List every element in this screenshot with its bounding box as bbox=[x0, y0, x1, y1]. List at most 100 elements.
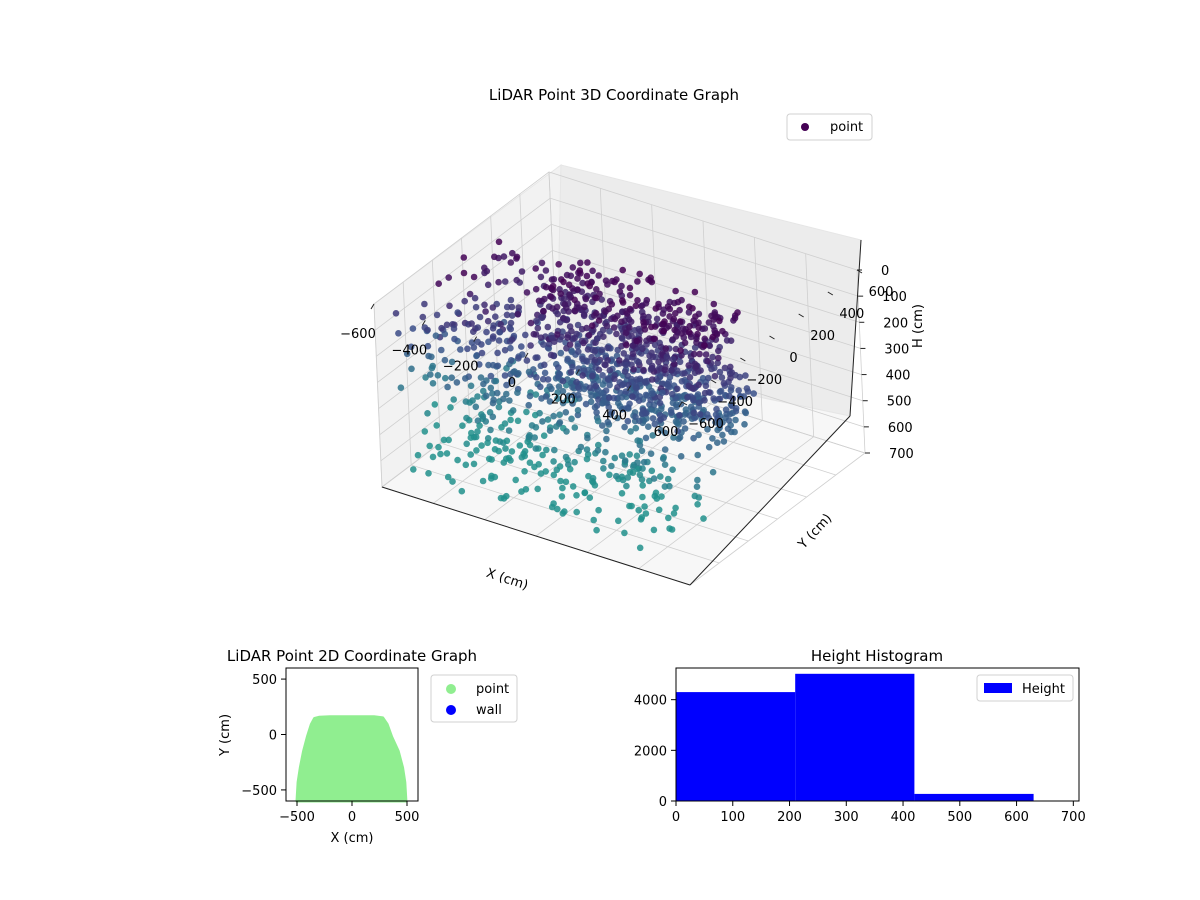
data-point bbox=[634, 278, 641, 285]
data-point bbox=[462, 461, 470, 469]
data-point bbox=[668, 366, 675, 374]
plot-2d-xlabel: X (cm) bbox=[331, 831, 374, 846]
data-point bbox=[501, 346, 509, 354]
data-point bbox=[709, 468, 717, 476]
data-point bbox=[728, 384, 735, 391]
data-point bbox=[474, 417, 482, 425]
data-point bbox=[531, 434, 538, 441]
data-point bbox=[494, 349, 501, 357]
data-point bbox=[693, 483, 701, 491]
x-tick-label: 400 bbox=[602, 409, 627, 424]
data-point bbox=[606, 381, 613, 389]
data-point bbox=[591, 404, 599, 411]
grid-line-z bbox=[376, 223, 860, 357]
data-point bbox=[546, 427, 554, 435]
data-point bbox=[574, 407, 582, 414]
data-point bbox=[587, 398, 595, 406]
data-point bbox=[661, 483, 669, 490]
data-point bbox=[672, 287, 679, 295]
data-point bbox=[637, 302, 645, 310]
z-axis-label: H (cm) bbox=[911, 304, 926, 348]
histogram: Height Histogram 0 100 200 300 400 500 600 7000… bbox=[634, 647, 1086, 825]
data-point bbox=[608, 462, 615, 470]
data-point bbox=[716, 395, 724, 403]
plot-3d: LiDAR Point 3D Coordinate Graph −600 −400… bbox=[340, 86, 926, 593]
data-point bbox=[525, 401, 532, 409]
data-point bbox=[538, 259, 546, 267]
data-point bbox=[534, 324, 542, 332]
data-point bbox=[719, 431, 726, 439]
data-point bbox=[500, 253, 508, 260]
data-point bbox=[606, 367, 614, 374]
data-point bbox=[453, 379, 461, 386]
data-point bbox=[705, 374, 712, 382]
data-point bbox=[481, 301, 488, 309]
data-point bbox=[676, 411, 683, 419]
data-point bbox=[676, 358, 684, 366]
data-point bbox=[709, 435, 716, 442]
data-point bbox=[441, 356, 449, 364]
data-point bbox=[696, 411, 704, 418]
data-point bbox=[438, 324, 445, 332]
data-point bbox=[598, 346, 605, 354]
data-point bbox=[500, 395, 507, 403]
data-point bbox=[621, 457, 629, 464]
data-point bbox=[694, 476, 701, 484]
data-point bbox=[498, 424, 505, 431]
data-point bbox=[595, 317, 603, 324]
data-point bbox=[450, 325, 458, 333]
x-axis-label: X (cm) bbox=[484, 566, 530, 594]
data-point bbox=[642, 391, 650, 399]
data-point bbox=[560, 314, 567, 322]
data-point bbox=[611, 375, 618, 383]
legend-2d: point wall bbox=[430, 674, 518, 723]
data-point bbox=[480, 387, 487, 395]
data-point bbox=[560, 295, 568, 302]
data-point bbox=[614, 384, 621, 391]
data-point bbox=[474, 428, 481, 435]
data-point bbox=[600, 457, 607, 465]
data-point bbox=[742, 372, 749, 379]
data-point bbox=[523, 357, 531, 364]
data-point bbox=[664, 355, 671, 362]
data-point bbox=[650, 401, 658, 409]
data-point bbox=[581, 489, 588, 497]
z-tick-label: 100 bbox=[882, 290, 907, 305]
data-point bbox=[604, 281, 611, 288]
data-point bbox=[555, 364, 562, 371]
data-point bbox=[593, 409, 600, 416]
data-point bbox=[495, 238, 503, 246]
data-point bbox=[661, 461, 669, 469]
data-point bbox=[584, 346, 592, 353]
data-point bbox=[720, 380, 728, 387]
points-3d bbox=[392, 238, 757, 552]
data-point bbox=[586, 494, 594, 502]
z-tick-label: 600 bbox=[888, 421, 913, 436]
data-point bbox=[429, 380, 437, 387]
data-point bbox=[462, 375, 469, 382]
data-point bbox=[541, 361, 548, 369]
data-point bbox=[702, 382, 710, 390]
data-point bbox=[484, 435, 492, 442]
data-point bbox=[627, 428, 634, 435]
x-tick-mark bbox=[421, 320, 426, 326]
data-point bbox=[638, 476, 646, 483]
data-point bbox=[495, 403, 503, 411]
data-point bbox=[681, 425, 689, 432]
data-point bbox=[573, 492, 580, 499]
data-point bbox=[419, 313, 427, 321]
data-point bbox=[583, 455, 591, 463]
data-point bbox=[487, 384, 495, 392]
data-point bbox=[633, 337, 640, 345]
data-point bbox=[709, 353, 716, 361]
data-point bbox=[539, 451, 546, 459]
data-point bbox=[635, 397, 643, 405]
data-point bbox=[714, 359, 721, 367]
data-point bbox=[695, 431, 702, 439]
data-point bbox=[518, 268, 526, 275]
data-point bbox=[503, 303, 511, 311]
data-point bbox=[623, 310, 631, 317]
data-point bbox=[701, 397, 708, 404]
data-point bbox=[710, 300, 718, 308]
data-point bbox=[531, 463, 538, 471]
